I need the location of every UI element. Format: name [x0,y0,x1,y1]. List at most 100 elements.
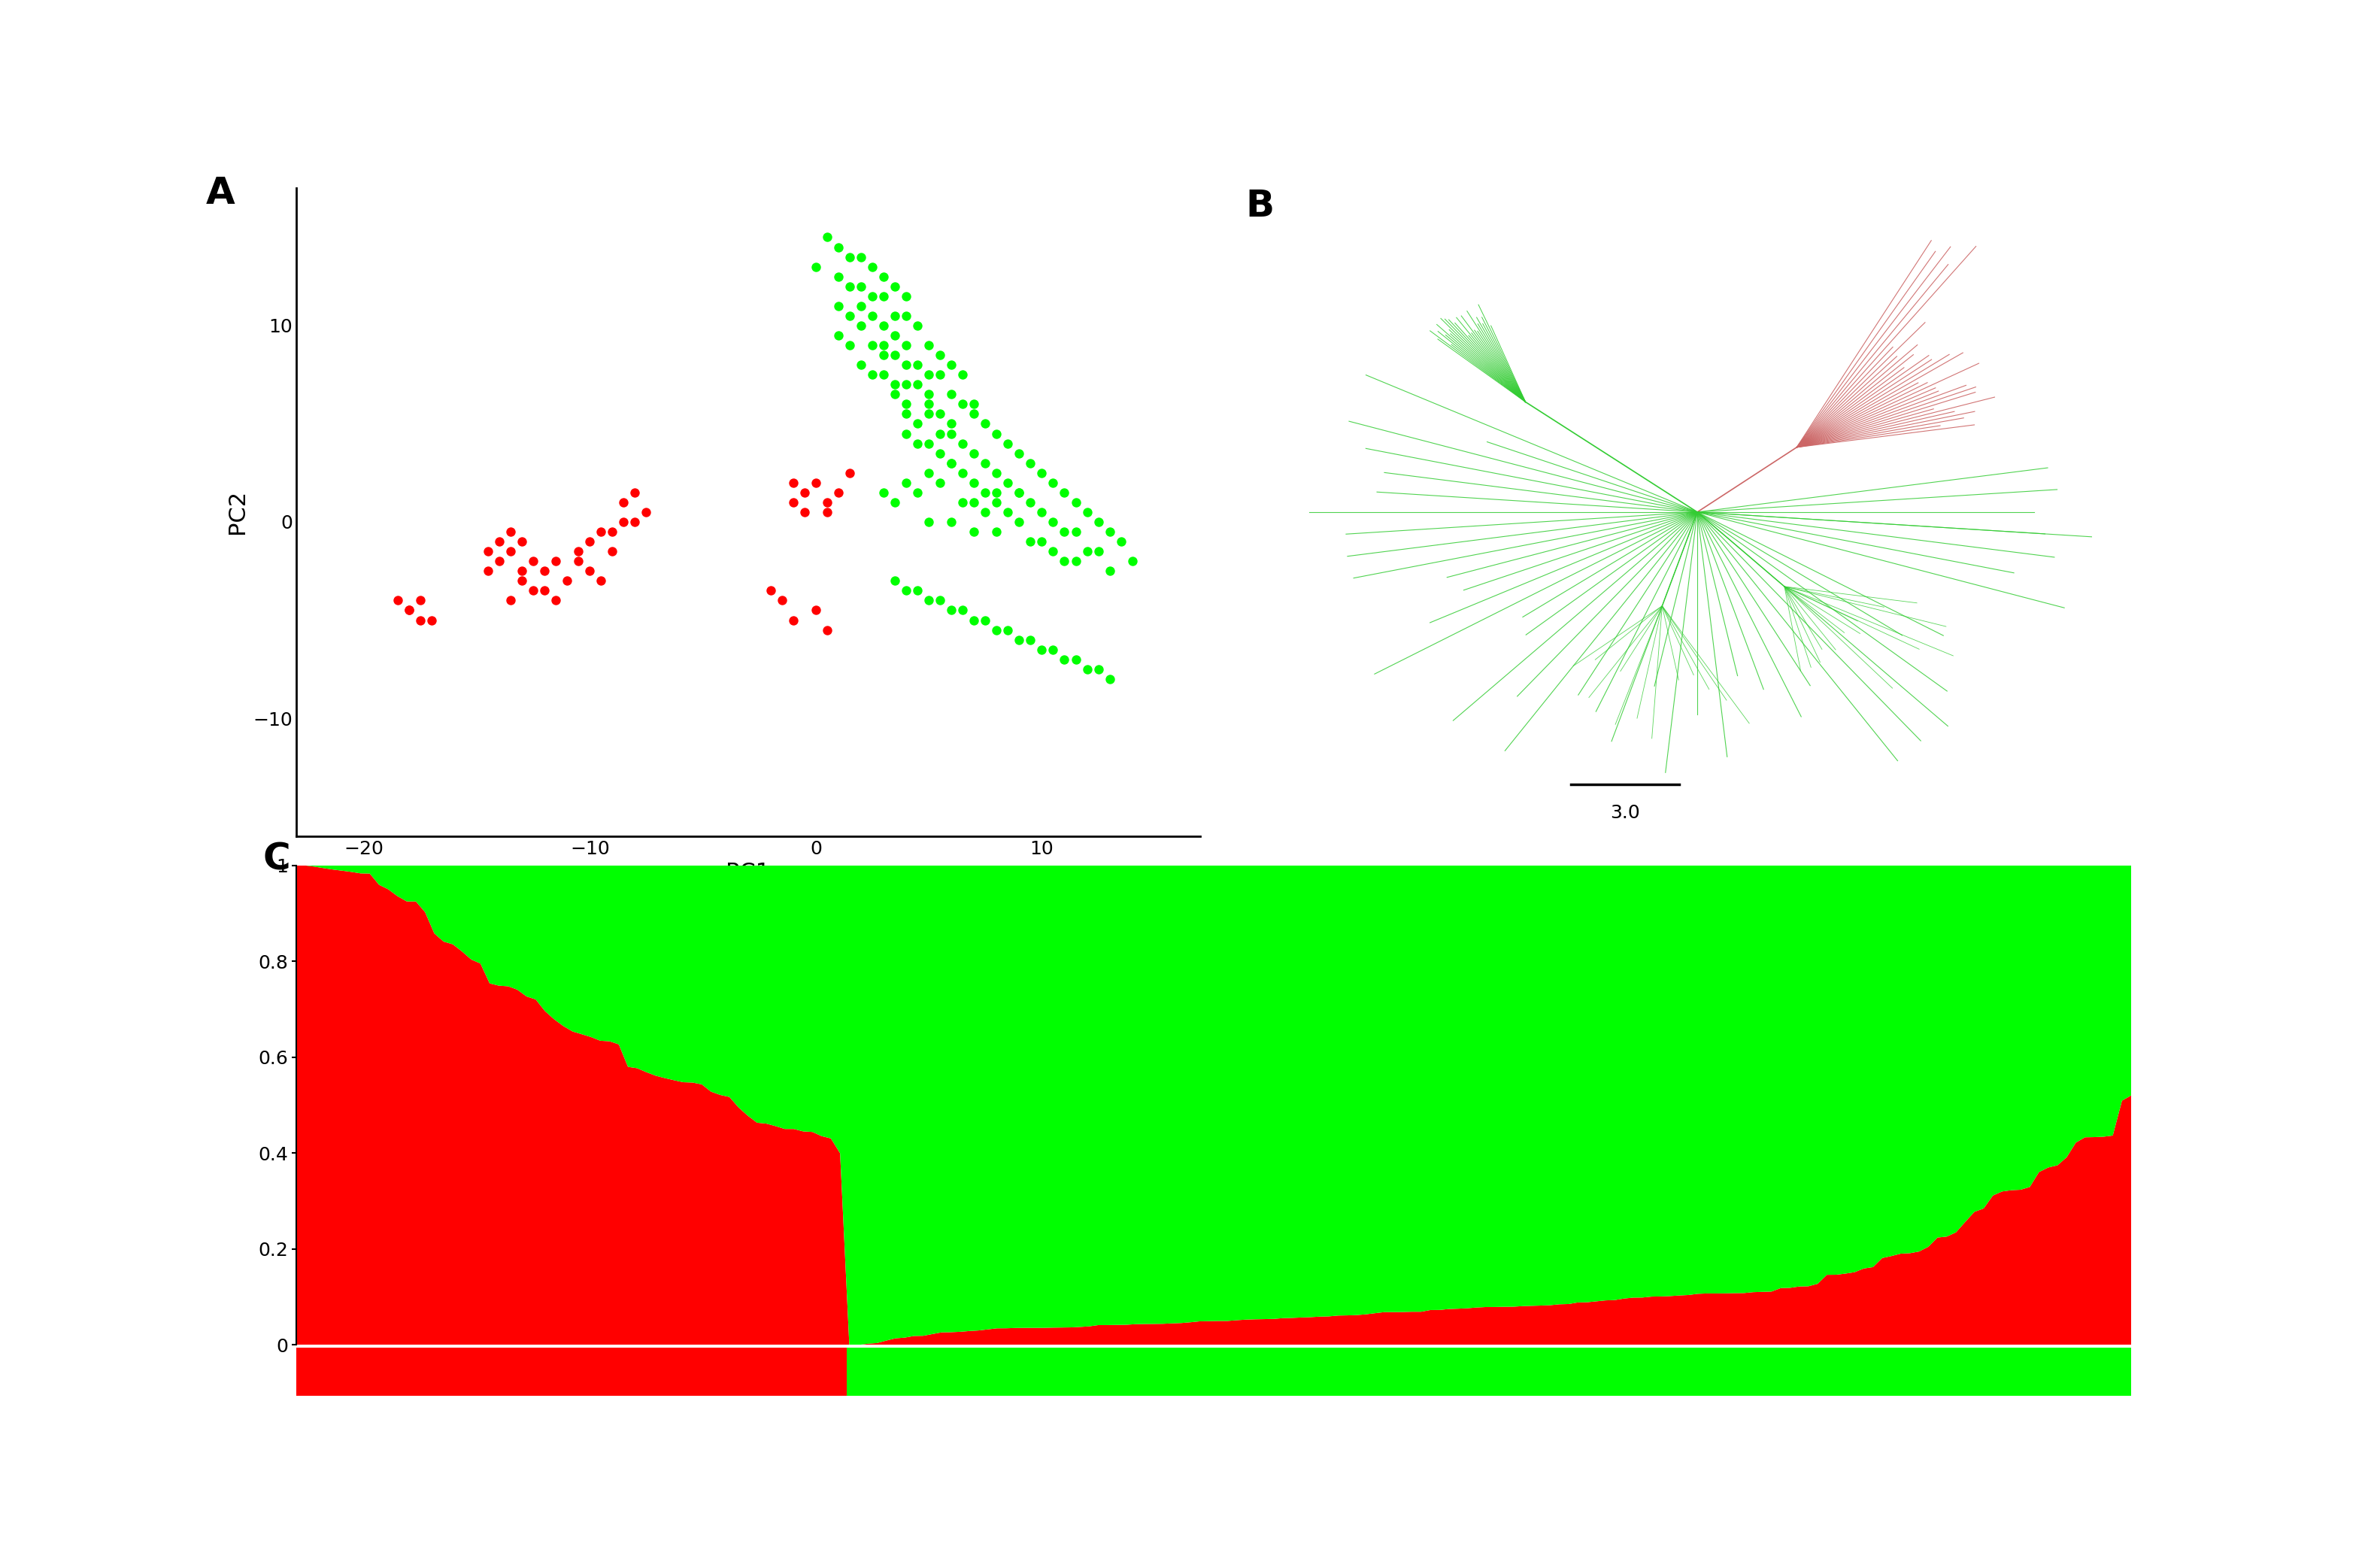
Text: C: C [263,842,291,878]
Point [864,342,902,367]
Point [526,558,564,583]
Point [897,353,935,378]
Point [514,579,552,604]
Point [1047,519,1085,544]
Point [502,528,540,554]
Point [921,362,959,387]
Point [526,579,564,604]
Point [843,274,881,299]
Point [909,461,947,486]
Point [954,441,992,466]
Point [933,381,971,406]
Point [876,274,914,299]
Point [933,597,971,622]
Point [909,332,947,358]
Point [909,401,947,426]
Point [876,323,914,348]
Point [909,362,947,387]
Point [819,235,857,260]
Point [786,500,824,525]
Point [412,607,450,632]
Point [876,372,914,397]
Point [831,245,869,270]
Point [400,588,438,613]
Point [628,500,665,525]
Point [571,558,609,583]
Point [843,314,881,339]
Point [774,607,812,632]
Point [1011,528,1049,554]
Point [1092,558,1130,583]
Point [1080,657,1118,682]
Point [978,618,1016,643]
Point [921,588,959,613]
Point [798,470,836,495]
Point [921,422,959,447]
Point [864,332,902,358]
Point [978,480,1016,505]
Point [469,558,507,583]
Point [1068,657,1106,682]
Point [807,489,845,514]
Point [774,470,812,495]
Point [897,480,935,505]
Point [990,470,1028,495]
Point [1023,461,1061,486]
Point [1092,519,1130,544]
Point [493,519,530,544]
Point [774,489,812,514]
Point [843,353,881,378]
Point [921,470,959,495]
Point [481,549,519,574]
Point [876,568,914,593]
Point [888,392,926,417]
Point [1068,539,1106,564]
Point [888,470,926,495]
Point [864,362,902,387]
Point [978,489,1016,514]
Point [876,342,914,367]
Point [978,461,1016,486]
Point [921,342,959,367]
Point [945,362,983,387]
Point [852,284,890,309]
Point [616,480,654,505]
Point [493,539,530,564]
Point [514,549,552,574]
Point [933,510,971,535]
Point [583,519,620,544]
Point [1056,549,1094,574]
Point [999,480,1037,505]
Point [954,401,992,426]
Bar [296,1347,848,1396]
Point [762,588,800,613]
Point [954,392,992,417]
Point [852,254,890,279]
Point [852,362,890,387]
Point [807,500,845,525]
Point [888,401,926,426]
Point [909,431,947,456]
Point [786,480,824,505]
Point [945,461,983,486]
Point [559,549,597,574]
Point [999,480,1037,505]
Point [538,588,575,613]
Point [751,579,789,604]
Point [999,441,1037,466]
Point [897,579,935,604]
Point [954,470,992,495]
Point [897,431,935,456]
Point [502,568,540,593]
Point [819,293,857,318]
Point [933,353,971,378]
Point [978,422,1016,447]
Point [909,588,947,613]
Point [469,539,507,564]
Point [999,627,1037,652]
Point [921,441,959,466]
Point [909,510,947,535]
Point [945,431,983,456]
Point [933,411,971,436]
Point [966,500,1004,525]
